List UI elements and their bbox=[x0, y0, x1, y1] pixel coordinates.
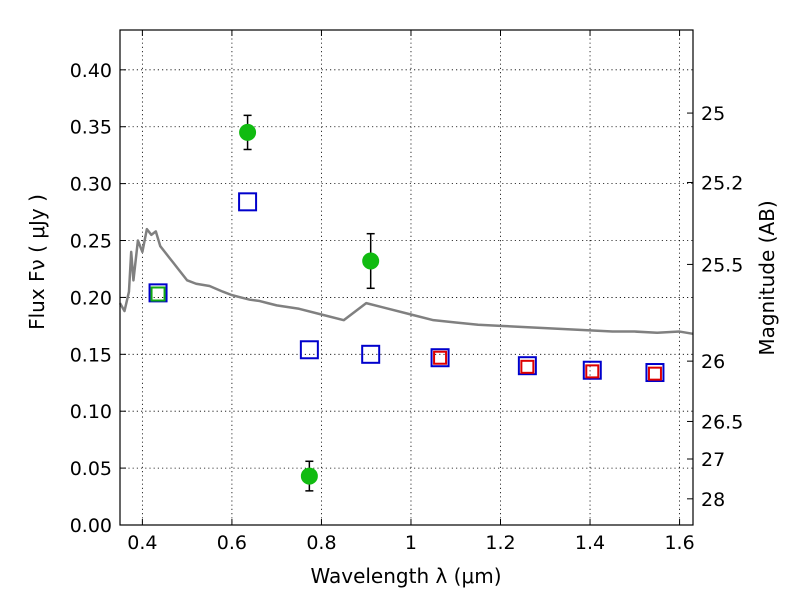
y-tick-label: 0.35 bbox=[70, 117, 112, 139]
y-tick-label: 0.15 bbox=[70, 344, 112, 366]
y-tick-label: 0.10 bbox=[70, 401, 112, 423]
observed-point bbox=[300, 467, 318, 485]
y-axis-label: Flux Fν ( μJy ) bbox=[25, 194, 49, 330]
x-tick-label: 1 bbox=[405, 532, 417, 554]
y-tick-label: 0.25 bbox=[70, 231, 112, 253]
model-red-square bbox=[647, 366, 662, 381]
grid-layer bbox=[120, 30, 693, 526]
y2-tick-label: 26 bbox=[701, 351, 725, 373]
model-blue-square bbox=[361, 344, 381, 364]
y2-tick-label: 28 bbox=[701, 489, 725, 511]
y2-axis-label: Magnitude (AB) bbox=[755, 200, 779, 355]
y-tick-label: 0.20 bbox=[70, 287, 112, 309]
x-tick-label: 1.2 bbox=[485, 532, 515, 554]
model-red-square bbox=[433, 350, 448, 365]
spectrum-line bbox=[118, 227, 694, 336]
y2-tick-label: 27 bbox=[701, 449, 725, 471]
model-blue-square bbox=[430, 348, 450, 368]
y-tick-label: 0.30 bbox=[70, 174, 112, 196]
y-tick-label: 0.00 bbox=[70, 515, 112, 537]
x-tick-label: 0.4 bbox=[127, 532, 157, 554]
x-tick-label: 0.8 bbox=[306, 532, 336, 554]
y-tick-label: 0.05 bbox=[70, 458, 112, 480]
y2-tick-label: 25 bbox=[701, 103, 725, 125]
marker-layer bbox=[148, 114, 665, 492]
model-red-square bbox=[585, 364, 600, 379]
model-blue-square bbox=[645, 363, 665, 383]
x-tick-label: 1.4 bbox=[575, 532, 605, 554]
y-tick-label: 0.40 bbox=[70, 60, 112, 82]
x-tick-label: 0.6 bbox=[217, 532, 247, 554]
x-axis-label: Wavelength λ (μm) bbox=[310, 564, 501, 588]
tick-layer: 0.4 0.6 0.8 1 1.2 1.4 1.6 0.00 0.05 0.10 0.15 0.20 0… bbox=[70, 30, 743, 554]
model-green-square bbox=[150, 286, 166, 302]
y2-tick-label: 26.5 bbox=[701, 411, 743, 433]
y2-tick-label: 25.5 bbox=[701, 254, 743, 276]
model-red-square bbox=[520, 359, 535, 374]
model-blue-square bbox=[299, 340, 319, 360]
model-blue-square bbox=[238, 192, 258, 212]
observed-point bbox=[362, 252, 380, 270]
model-blue-square bbox=[582, 360, 602, 380]
model-blue-square bbox=[517, 356, 537, 376]
x-tick-label: 1.6 bbox=[664, 532, 694, 554]
observed-point bbox=[239, 123, 257, 141]
spectrum-layer bbox=[118, 227, 694, 336]
y2-tick-label: 25.2 bbox=[701, 172, 743, 194]
plot-frame bbox=[119, 29, 694, 526]
